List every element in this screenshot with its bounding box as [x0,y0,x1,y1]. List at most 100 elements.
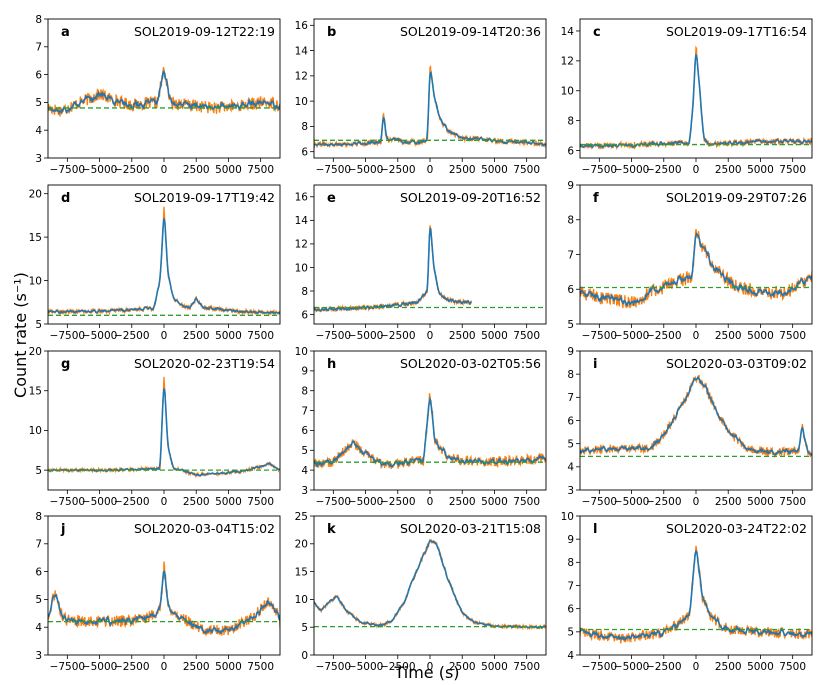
panel-frame [313,515,547,656]
panel-a: 3 4 5 6 7 8 −7500−5000−2500 0 2500 5000 7500 a SOL20… [35,14,281,176]
y-tick-label: 7 [35,539,42,551]
y-axis-label: Count rate (s⁻¹) [11,272,30,398]
x-tick-label: 5000 [481,496,508,508]
y-tick-label: 5 [301,622,308,634]
panel-frame [579,18,813,159]
x-tick-label: −7500 [582,164,618,176]
series-smoothed-line [580,232,812,307]
x-tick-label: −7500 [50,164,86,176]
panel-frame [47,18,281,159]
series-observed-line [580,374,812,459]
x-tick-label: 2500 [715,164,742,176]
x-tick-label: 7500 [513,330,540,342]
series-smoothed-line [314,227,472,312]
panel-h: 3 4 5 6 7 8 9 10 −7500−5000−2500 0 2500 5000 7500 h SO… [295,346,547,508]
y-tick-label: 6 [301,425,308,437]
panel-j: 3 4 5 6 7 8 −7500−5000−2500 0 2500 5000 7500 j SOL20… [35,511,281,673]
y-tick-label: 15 [29,386,42,398]
y-tick-label: 5 [567,627,574,639]
x-tick-label: 2500 [183,164,210,176]
y-tick-label: 8 [301,286,308,298]
x-tick-label: 0 [161,330,168,342]
panel-label: c [593,25,601,40]
x-tick-label: −2500 [380,496,416,508]
y-tick-label: 8 [35,14,42,26]
panel-label: f [593,191,599,206]
y-tick-label: 10 [29,275,42,287]
x-tick-label: 2500 [183,330,210,342]
y-tick-label: 25 [295,511,308,523]
x-tick-label: 5000 [747,661,774,673]
x-tick-label: −2500 [380,661,416,673]
x-tick-label: 7500 [779,164,806,176]
series-observed-line [314,539,546,631]
x-tick-label: −2500 [646,164,682,176]
x-tick-label: 0 [427,661,434,673]
x-tick-label: −2500 [646,661,682,673]
y-tick-label: 20 [29,188,42,200]
series-observed-line [580,545,812,644]
x-tick-label: 0 [693,661,700,673]
y-tick-label: 10 [561,86,574,98]
y-tick-label: 4 [567,462,574,474]
x-tick-label: 7500 [247,330,274,342]
y-tick-label: 10 [295,96,308,108]
x-tick-label: −2500 [114,496,150,508]
y-tick-label: 14 [561,26,575,38]
series-observed-line [580,228,812,309]
x-tick-label: 7500 [247,496,274,508]
panel-label: d [61,191,70,206]
x-tick-label: −7500 [316,661,352,673]
y-tick-label: 14 [295,45,309,57]
plot-area [580,374,812,459]
series-smoothed-line [314,396,546,469]
x-tick-label: 0 [693,330,700,342]
x-tick-label: −5000 [348,661,384,673]
x-tick-label: 5000 [215,330,242,342]
panel-k: 0 5 10 15 20 25 −7500−5000−2500 0 2500 5000 7500 k S… [295,511,547,673]
y-tick-label: 10 [29,425,42,437]
x-tick-label: 7500 [513,496,540,508]
x-tick-label: 2500 [715,330,742,342]
y-tick-label: 8 [301,121,308,133]
panel-label: e [327,191,336,206]
y-tick-label: 6 [567,284,574,296]
panel-e: 6 8 10 12 14 16 −7500−5000−2500 0 2500 5000 7500 e S… [295,184,547,342]
panel-title: SOL2019-09-14T20:36 [400,24,541,39]
y-tick-label: 3 [301,485,308,497]
x-tick-label: −2500 [646,496,682,508]
x-tick-label: 0 [693,496,700,508]
panel-title: SOL2020-02-23T19:54 [134,356,275,371]
panel-title: SOL2020-03-03T09:02 [666,356,807,371]
x-tick-label: 7500 [513,661,540,673]
x-tick-label: 5000 [481,330,508,342]
panel-title: SOL2019-09-29T07:26 [666,190,807,205]
x-tick-label: 0 [427,164,434,176]
x-tick-label: −5000 [614,330,650,342]
y-tick-label: 6 [301,146,308,158]
panel-label: l [593,522,597,537]
panel-b: 6 8 10 12 14 16 −7500−5000−2500 0 2500 5000 7500 b S… [295,18,547,176]
x-tick-label: −2500 [114,330,150,342]
y-tick-label: 12 [561,56,574,68]
x-tick-label: −7500 [316,164,352,176]
x-tick-label: −7500 [582,661,618,673]
x-tick-label: 7500 [247,661,274,673]
plot-area [314,64,546,149]
x-tick-label: −2500 [380,330,416,342]
y-tick-label: 16 [295,20,309,32]
x-axis-label: Time (s) [393,663,459,682]
panel-label: j [60,522,65,537]
x-tick-label: 0 [427,330,434,342]
plot-area [314,225,546,313]
y-tick-label: 5 [567,319,574,331]
panel-label: g [61,357,70,372]
y-tick-label: 7 [567,580,574,592]
y-tick-label: 6 [567,603,574,615]
panel-frame [313,184,547,325]
x-tick-label: 0 [693,164,700,176]
y-tick-label: 0 [301,650,308,662]
y-tick-label: 5 [35,594,42,606]
panel-label: a [61,25,70,40]
y-tick-label: 3 [35,153,42,165]
